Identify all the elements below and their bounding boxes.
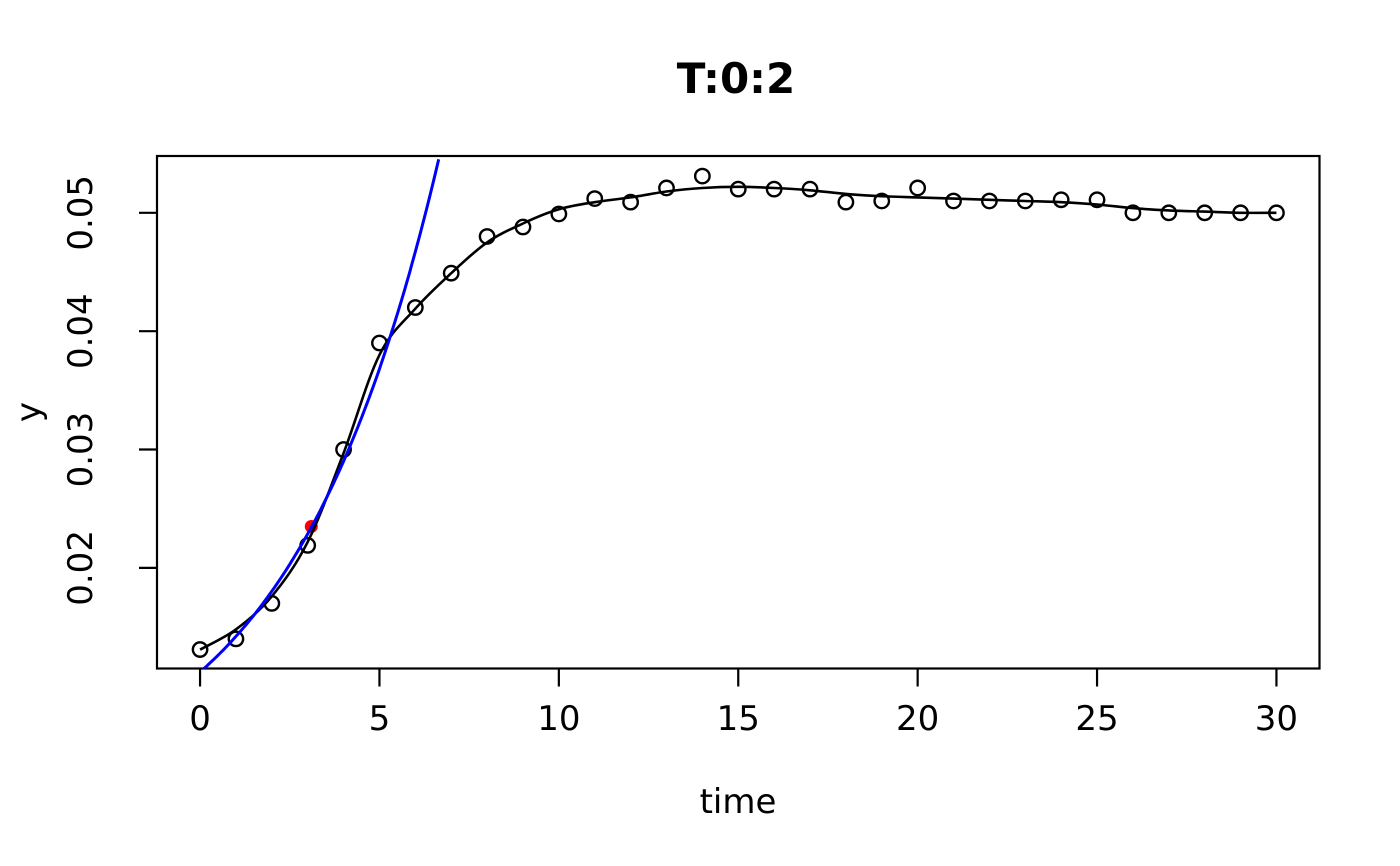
data-point — [550, 205, 568, 223]
smooth-fit-curve — [199, 185, 1277, 651]
plot-title: T:0:2 — [677, 54, 795, 103]
x-axis-label: time — [700, 782, 777, 822]
chart-layer: 0 5 10 15 20 25 30 0.02 0.03 0.04 0.05 — [61, 154, 1321, 739]
x-axis-tick-label: 20 — [896, 699, 939, 739]
data-point — [586, 190, 604, 208]
data-point — [191, 641, 209, 658]
data-point — [693, 167, 711, 185]
data-point — [945, 192, 962, 210]
data-point — [909, 179, 927, 197]
data-point — [837, 193, 855, 211]
plot-border — [155, 154, 1321, 670]
exponential-curve — [201, 158, 441, 669]
x-axis-tick-label: 30 — [1255, 699, 1298, 739]
data-point — [1088, 191, 1106, 209]
data-point — [442, 264, 460, 282]
data-point — [873, 192, 891, 210]
x-axis-tick-label: 5 — [369, 699, 391, 739]
y-axis-tick-label: 0.02 — [61, 530, 101, 606]
y-axis-tick-label: 0.04 — [61, 293, 101, 369]
y-axis-tick-label: 0.03 — [61, 412, 101, 488]
data-point — [406, 299, 424, 316]
data-point — [658, 179, 675, 197]
data-point — [1160, 204, 1178, 222]
data-point — [227, 630, 245, 648]
x-axis-tick-label: 10 — [537, 699, 580, 739]
data-point — [1124, 204, 1142, 222]
data-point — [622, 193, 640, 211]
x-axis-tick-label: 25 — [1075, 699, 1118, 739]
data-point — [729, 180, 747, 198]
x-axis-tick-label: 0 — [189, 699, 211, 739]
y-axis-label: y — [9, 402, 49, 422]
y-axis-tick-label: 0.05 — [61, 175, 101, 251]
data-point — [1052, 191, 1070, 209]
x-axis-tick-label: 15 — [717, 699, 760, 739]
